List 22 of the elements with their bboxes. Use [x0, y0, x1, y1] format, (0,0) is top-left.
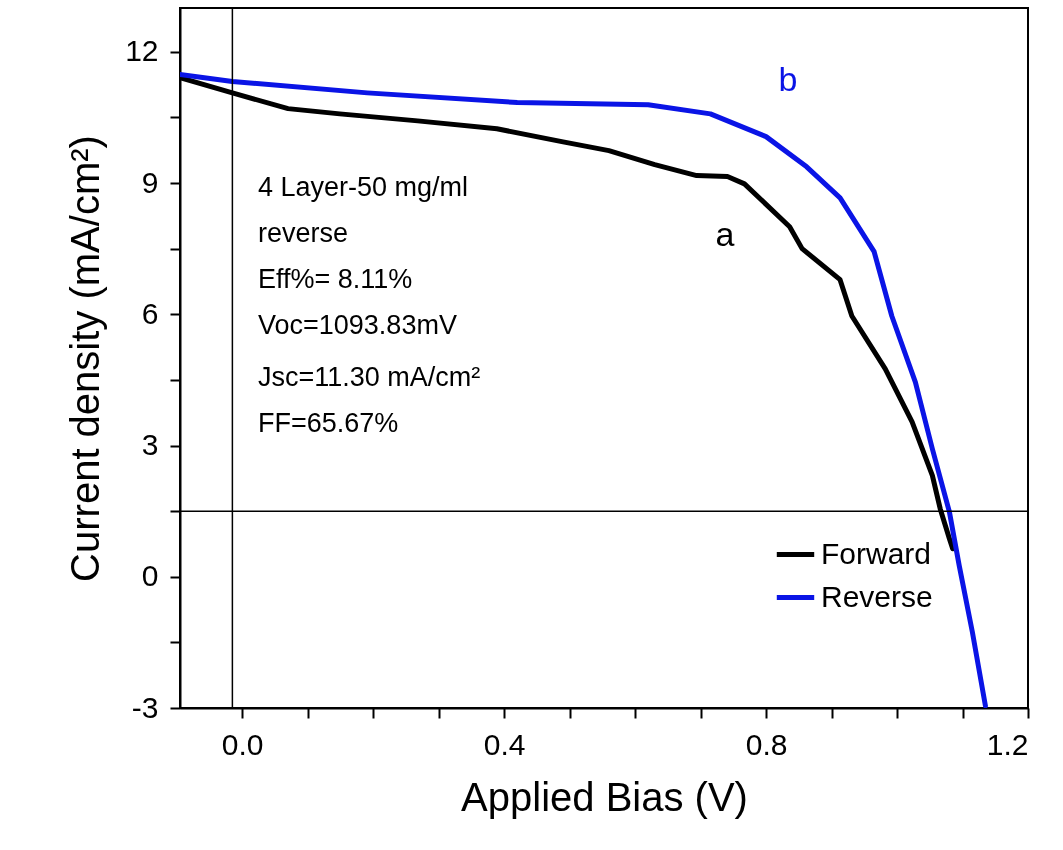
annotation: Jsc=11.30 mA/cm²	[258, 362, 481, 392]
x-tick-label: 0.4	[483, 727, 526, 761]
y-tick-label: 0	[141, 559, 159, 593]
annotation: a	[715, 215, 735, 253]
legend-label: Forward	[821, 536, 932, 570]
y-tick-label: 6	[141, 296, 159, 330]
x-tick-label: 0.0	[221, 727, 264, 761]
annotation: b	[778, 60, 798, 98]
legend-label: Reverse	[821, 579, 933, 613]
annotation: Voc=1093.83mV	[258, 310, 457, 340]
annotation: reverse	[258, 218, 349, 248]
y-tick-label: 9	[141, 165, 159, 199]
y-tick-label: 12	[125, 34, 159, 68]
x-tick-label: 1.2	[986, 727, 1029, 761]
x-axis-title: Applied Bias (V)	[461, 774, 748, 819]
annotation: 4 Layer-50 mg/ml	[258, 172, 469, 202]
y-axis-title: Current density (mA/cm²)	[63, 135, 108, 582]
y-tick-label: -3	[131, 690, 159, 724]
x-tick-label: 0.8	[745, 727, 788, 761]
annotation: FF=65.67%	[258, 408, 399, 438]
annotation: Eff%= 8.11%	[258, 264, 413, 294]
y-tick-label: 3	[141, 428, 159, 461]
